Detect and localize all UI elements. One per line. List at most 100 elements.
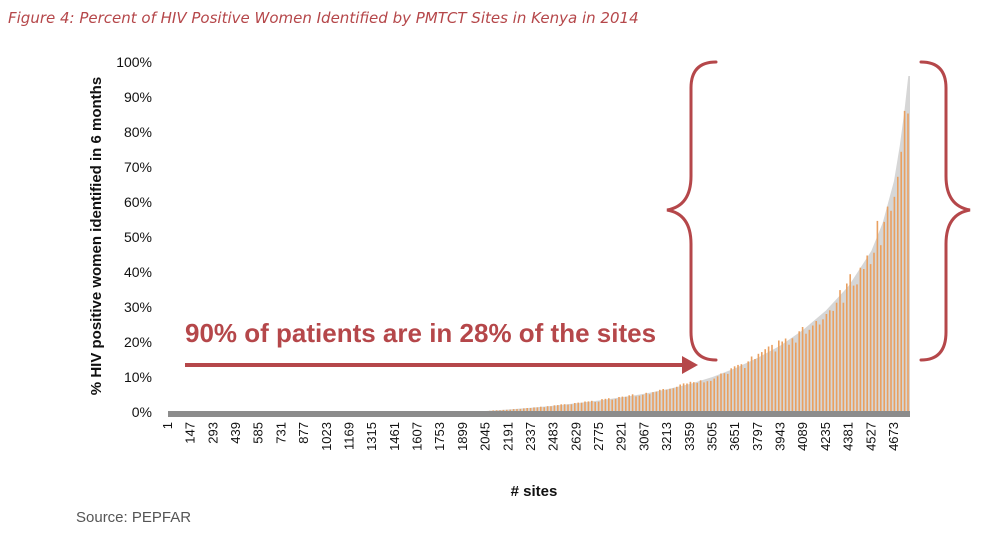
x-tick-label: 585 bbox=[251, 422, 266, 444]
chart-bar bbox=[826, 314, 828, 412]
chart-bar bbox=[846, 284, 848, 413]
chart-bar bbox=[747, 361, 749, 412]
chart-bar bbox=[764, 349, 766, 412]
chart-bar bbox=[577, 403, 579, 412]
x-tick-label: 2629 bbox=[568, 422, 583, 451]
chart-bar bbox=[771, 345, 773, 412]
chart-bar bbox=[591, 401, 593, 412]
chart-bar bbox=[904, 111, 906, 412]
chart-bar bbox=[843, 303, 845, 412]
x-tick-label: 1 bbox=[160, 422, 175, 429]
chart-bar bbox=[601, 399, 603, 412]
y-axis-ticks: 0%10%20%30%40%50%60%70%80%90%100% bbox=[116, 54, 152, 420]
chart-bar bbox=[669, 389, 671, 412]
y-tick-label: 80% bbox=[124, 124, 152, 140]
y-tick-label: 30% bbox=[124, 299, 152, 315]
chart-bar bbox=[581, 403, 583, 412]
chart-bar bbox=[900, 152, 902, 412]
chart-bar bbox=[554, 405, 556, 412]
chart-bar bbox=[741, 364, 743, 412]
x-tick-label: 3651 bbox=[727, 422, 742, 451]
chart-bar bbox=[768, 347, 770, 413]
chart-bar bbox=[795, 343, 797, 412]
chart-bar bbox=[649, 394, 651, 412]
chart-bar bbox=[890, 211, 892, 412]
left-curly-brace bbox=[667, 62, 716, 360]
chart: 0%10%20%30%40%50%60%70%80%90%100% 1 147 29… bbox=[0, 0, 983, 537]
chart-bar bbox=[666, 390, 668, 412]
chart-bar bbox=[700, 380, 702, 412]
chart-bar bbox=[611, 400, 613, 412]
x-tick-label: 2921 bbox=[614, 422, 629, 451]
chart-bar bbox=[632, 394, 634, 412]
chart-bar bbox=[645, 393, 647, 412]
x-axis-baseline bbox=[168, 411, 910, 417]
chart-bar bbox=[860, 268, 862, 412]
x-tick-label: 1461 bbox=[387, 422, 402, 451]
chart-bar bbox=[639, 396, 641, 412]
chart-bar bbox=[713, 379, 715, 412]
chart-bar bbox=[656, 392, 658, 412]
chart-bar bbox=[883, 222, 885, 412]
chart-bar bbox=[761, 352, 763, 412]
y-tick-label: 90% bbox=[124, 89, 152, 105]
chart-bar bbox=[887, 207, 889, 412]
chart-bar bbox=[758, 354, 760, 412]
x-tick-label: 3067 bbox=[636, 422, 651, 451]
chart-bar bbox=[696, 383, 698, 412]
y-tick-label: 100% bbox=[116, 54, 152, 70]
x-tick-label: 3505 bbox=[704, 422, 719, 451]
chart-bar bbox=[829, 310, 831, 412]
annotation-text: 90% of patients are in 28% of the sites bbox=[185, 318, 656, 348]
x-tick-label: 1753 bbox=[432, 422, 447, 451]
chart-bar bbox=[598, 402, 600, 412]
chart-bar bbox=[560, 404, 562, 412]
chart-bar bbox=[778, 341, 780, 413]
x-tick-label: 4381 bbox=[841, 422, 856, 451]
chart-bar bbox=[676, 387, 678, 412]
x-axis-label: # sites bbox=[511, 483, 558, 500]
chart-bar bbox=[785, 339, 787, 413]
chart-bar bbox=[584, 402, 586, 413]
chart-bar bbox=[863, 269, 865, 412]
x-tick-label: 1607 bbox=[410, 422, 425, 451]
chart-bar bbox=[567, 405, 569, 412]
chart-bar bbox=[744, 368, 746, 412]
chart-bar bbox=[792, 338, 794, 412]
chart-bar bbox=[775, 352, 777, 413]
chart-bar bbox=[751, 357, 753, 413]
x-tick-label: 147 bbox=[183, 422, 198, 444]
chart-bar bbox=[564, 404, 566, 412]
chart-bar bbox=[873, 253, 875, 412]
chart-bar bbox=[856, 284, 858, 412]
chart-bar bbox=[870, 264, 872, 412]
chart-bar bbox=[809, 330, 811, 412]
y-tick-label: 10% bbox=[124, 369, 152, 385]
chart-bar bbox=[754, 359, 756, 412]
x-tick-label: 2337 bbox=[523, 422, 538, 451]
annotation-arrow bbox=[185, 356, 698, 374]
x-tick-label: 439 bbox=[228, 422, 243, 444]
chart-bar bbox=[819, 325, 821, 413]
chart-bar bbox=[605, 399, 607, 412]
x-tick-label: 3797 bbox=[750, 422, 765, 451]
chart-bar bbox=[635, 396, 637, 412]
x-tick-label: 3359 bbox=[682, 422, 697, 451]
x-tick-label: 3213 bbox=[659, 422, 674, 451]
chart-bar bbox=[571, 404, 573, 412]
chart-bar bbox=[625, 397, 627, 412]
x-tick-label: 1023 bbox=[319, 422, 334, 451]
x-tick-label: 2483 bbox=[546, 422, 561, 451]
x-tick-label: 4527 bbox=[863, 422, 878, 451]
x-tick-label: 2775 bbox=[591, 422, 606, 451]
chart-bar bbox=[642, 395, 644, 412]
x-tick-label: 1169 bbox=[341, 422, 356, 450]
y-tick-label: 40% bbox=[124, 264, 152, 280]
chart-bar bbox=[710, 381, 712, 412]
chart-bar bbox=[836, 303, 838, 412]
chart-bar bbox=[866, 256, 868, 413]
chart-bar bbox=[781, 342, 783, 413]
chart-bar bbox=[849, 274, 851, 412]
x-tick-label: 1899 bbox=[455, 422, 470, 451]
chart-bar bbox=[730, 368, 732, 412]
